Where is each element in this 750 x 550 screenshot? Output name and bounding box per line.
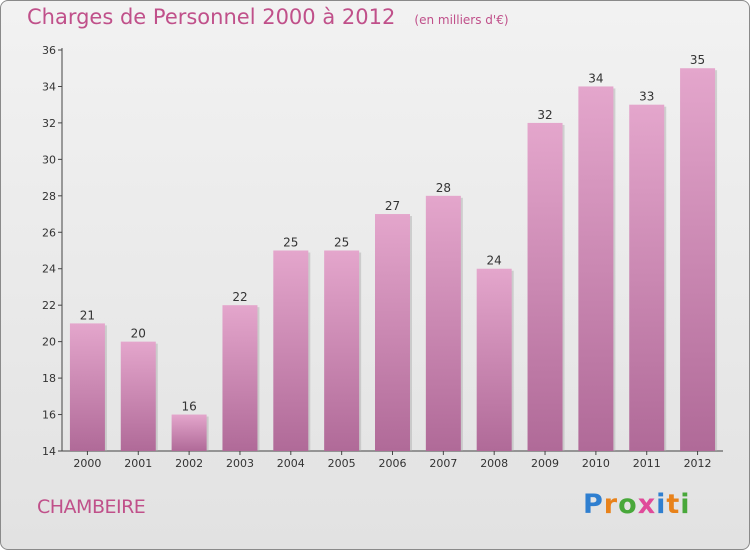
x-tick-label: 2010 — [582, 457, 610, 470]
data-label: 21 — [80, 308, 95, 322]
y-tick-label: 18 — [42, 372, 56, 385]
y-tick-label: 14 — [42, 445, 56, 458]
x-tick-label: 2012 — [684, 457, 712, 470]
x-tick-label: 2008 — [480, 457, 508, 470]
data-labels: 21 20 16 22 25 25 27 28 24 32 34 33 35 — [80, 53, 705, 413]
logo-letter: i — [680, 489, 691, 520]
bar — [578, 86, 614, 452]
bar — [324, 250, 360, 451]
x-tick-label: 2004 — [277, 457, 305, 470]
chart-title: Charges de Personnel 2000 à 2012 — [27, 5, 396, 29]
data-label: 25 — [283, 236, 298, 250]
x-tick-label: 2011 — [633, 457, 661, 470]
data-label: 25 — [334, 236, 349, 250]
data-label: 22 — [232, 290, 247, 304]
data-label: 16 — [181, 400, 196, 414]
y-tick-label: 22 — [42, 299, 56, 312]
data-label: 35 — [690, 53, 705, 67]
logo-letter: o — [618, 489, 638, 520]
x-tick-label: 2003 — [226, 457, 254, 470]
data-label: 32 — [537, 108, 552, 122]
bar — [425, 195, 461, 451]
bar — [680, 68, 716, 452]
y-tick-label: 30 — [42, 153, 56, 166]
x-tick-label: 2006 — [379, 457, 407, 470]
bar — [222, 305, 258, 451]
x-tick-label: 2005 — [328, 457, 356, 470]
y-axis-ticks: 14 16 18 20 22 24 26 28 30 32 34 36 — [42, 44, 62, 458]
data-label: 27 — [385, 199, 400, 213]
logo-letter: x — [637, 489, 657, 520]
data-label: 34 — [588, 71, 603, 85]
logo-letter: r — [603, 489, 619, 520]
bar — [120, 341, 156, 451]
y-tick-label: 20 — [42, 336, 56, 349]
bar — [69, 323, 105, 451]
logo-letter: t — [666, 489, 681, 520]
bar — [273, 250, 309, 451]
title-row: Charges de Personnel 2000 à 2012 (en mil… — [27, 5, 509, 29]
data-label: 28 — [436, 181, 451, 195]
chart-subtitle: (en milliers d'€) — [414, 13, 509, 27]
bars — [69, 68, 718, 452]
y-tick-label: 26 — [42, 226, 56, 239]
x-tick-label: 2007 — [429, 457, 457, 470]
data-label: 20 — [131, 327, 146, 341]
y-tick-label: 32 — [42, 117, 56, 130]
x-tick-label: 2001 — [124, 457, 152, 470]
logo-letter: i — [656, 489, 667, 520]
bar — [476, 268, 512, 451]
logo-letter: P — [583, 489, 604, 520]
x-tick-label: 2009 — [531, 457, 559, 470]
data-label: 24 — [487, 254, 502, 268]
bar — [171, 414, 207, 451]
x-tick-label: 2000 — [73, 457, 101, 470]
y-tick-label: 16 — [42, 409, 56, 422]
x-tick-label: 2002 — [175, 457, 203, 470]
y-tick-label: 24 — [42, 263, 56, 276]
bar — [527, 122, 563, 451]
y-tick-label: 28 — [42, 190, 56, 203]
proxiti-logo: Proxiti — [583, 489, 691, 520]
x-axis-ticks: 2000 2001 2002 2003 2004 2005 2006 2007 2008 2009… — [73, 451, 712, 470]
y-tick-label: 36 — [42, 44, 56, 57]
y-tick-label: 34 — [42, 80, 56, 93]
data-label: 33 — [639, 90, 654, 104]
commune-name: CHAMBEIRE — [37, 496, 146, 518]
bar — [629, 104, 665, 451]
bar — [375, 214, 410, 451]
